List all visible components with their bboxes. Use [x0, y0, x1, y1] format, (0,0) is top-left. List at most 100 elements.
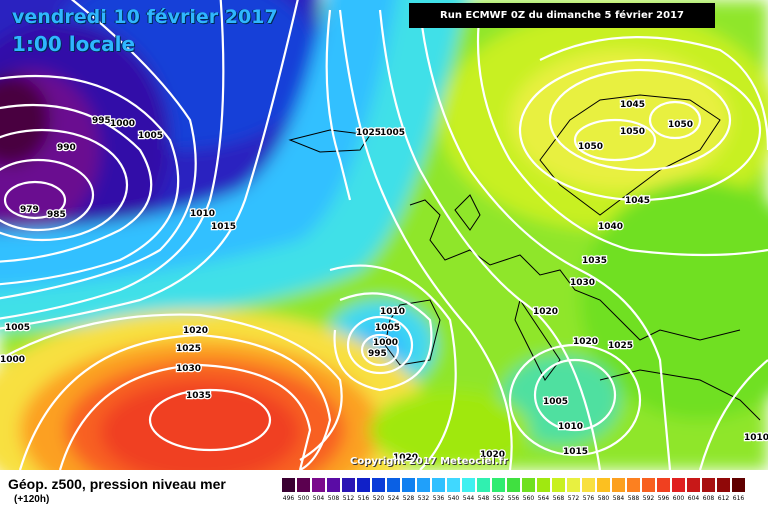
- isobar-label: 1020: [573, 337, 598, 347]
- isobar-label: 995: [92, 116, 111, 126]
- isobar-label: 1050: [620, 127, 645, 137]
- isobar-label: 1020: [183, 326, 208, 336]
- isobar-label: 1020: [480, 450, 505, 460]
- scale-label: 536: [432, 495, 445, 502]
- scale-label: 568: [552, 495, 565, 502]
- isobar-label: 1000: [110, 119, 135, 129]
- scale-swatch: [522, 478, 535, 492]
- isobar-label: 1045: [625, 196, 650, 206]
- coastlines: [288, 94, 761, 421]
- copyright-text: Copyright 2017 Meteociel.fr: [350, 456, 508, 467]
- isobar-label: 1030: [570, 278, 595, 288]
- scale-swatch: [447, 478, 460, 492]
- scale-label: 592: [642, 495, 655, 502]
- isobar-label: 1005: [5, 323, 30, 333]
- isobar-label: 1010: [190, 209, 215, 219]
- scale-swatch: [702, 478, 715, 492]
- scale-label: 540: [447, 495, 460, 502]
- scale-label: 500: [297, 495, 310, 502]
- scale-label: 496: [282, 495, 295, 502]
- scale-swatch: [432, 478, 445, 492]
- forecast-time: 1:00 locale: [12, 32, 136, 56]
- scale-swatch: [537, 478, 550, 492]
- isobar-label: 1040: [598, 222, 623, 232]
- scale-label: 580: [597, 495, 610, 502]
- scale-label: 532: [417, 495, 430, 502]
- scale-label: 504: [312, 495, 325, 502]
- scale-label: 508: [327, 495, 340, 502]
- scale-label: 556: [507, 495, 520, 502]
- scale-swatch: [507, 478, 520, 492]
- isobar-label: 1015: [211, 222, 236, 232]
- scale-swatch: [387, 478, 400, 492]
- scale-label: 616: [732, 495, 745, 502]
- scale-swatch: [372, 478, 385, 492]
- scale-swatch: [552, 478, 565, 492]
- isobar-label: 1000: [373, 338, 398, 348]
- isobar-label: 1025: [608, 341, 633, 351]
- isobar-label: 1020: [533, 307, 558, 317]
- scale-label: 520: [372, 495, 385, 502]
- model-run-label: Run ECMWF 0Z du dimanche 5 février 2017: [409, 3, 715, 28]
- scale-swatch: [612, 478, 625, 492]
- scale-swatch: [297, 478, 310, 492]
- scale-swatch: [567, 478, 580, 492]
- isobar-label: 1005: [380, 128, 405, 138]
- scale-swatch: [717, 478, 730, 492]
- scale-swatch: [282, 478, 295, 492]
- scale-swatch: [597, 478, 610, 492]
- scale-label: 608: [702, 495, 715, 502]
- scale-label: 564: [537, 495, 550, 502]
- forecast-map: 990 995 1000 1005 979 985 1005 1010 1015…: [0, 0, 768, 470]
- scale-label: 524: [387, 495, 400, 502]
- isobar-labels: 990 995 1000 1005 979 985 1005 1010 1015…: [0, 99, 768, 465]
- isobar-label: 1035: [582, 256, 607, 266]
- isobar-label: 979: [20, 205, 39, 215]
- isobar-label: 1010: [558, 422, 583, 432]
- scale-label: 612: [717, 495, 730, 502]
- isobar-label: 985: [47, 210, 66, 220]
- scale-swatch: [462, 478, 475, 492]
- scale-swatch: [357, 478, 370, 492]
- scale-label: 512: [342, 495, 355, 502]
- scale-swatch: [582, 478, 595, 492]
- scale-label: 560: [522, 495, 535, 502]
- scale-swatch: [417, 478, 430, 492]
- scale-label: 552: [492, 495, 505, 502]
- scale-swatch: [642, 478, 655, 492]
- scale-swatch: [657, 478, 670, 492]
- isobar-label: 1005: [543, 397, 568, 407]
- isobar-label: 1035: [186, 391, 211, 401]
- isobar-label: 1010: [744, 433, 768, 443]
- scale-swatch: [492, 478, 505, 492]
- scale-label: 596: [657, 495, 670, 502]
- isobar-label: 990: [57, 143, 76, 153]
- isobar-label: 1000: [0, 355, 25, 365]
- scale-swatch: [402, 478, 415, 492]
- scale-swatch: [732, 478, 745, 492]
- scale-label: 528: [402, 495, 415, 502]
- scale-label: 544: [462, 495, 475, 502]
- scale-label: 584: [612, 495, 625, 502]
- scale-label: 572: [567, 495, 580, 502]
- legend-subtitle: (+120h): [14, 494, 50, 505]
- scale-label: 516: [357, 495, 370, 502]
- scale-label: 604: [687, 495, 700, 502]
- scale-swatch: [687, 478, 700, 492]
- scale-swatch: [312, 478, 325, 492]
- isobar-label: 1050: [578, 142, 603, 152]
- isobar-label: 995: [368, 349, 387, 359]
- scale-swatch: [627, 478, 640, 492]
- scale-swatch: [327, 478, 340, 492]
- isobar-label: 1045: [620, 100, 645, 110]
- isobars: [0, 0, 768, 470]
- scale-swatch: [342, 478, 355, 492]
- isobar-label: 1015: [563, 447, 588, 457]
- isobar-label: 1025: [176, 344, 201, 354]
- isobar-label: 1050: [668, 120, 693, 130]
- isobar-label: 1005: [375, 323, 400, 333]
- isobar-label: 1025: [356, 128, 381, 138]
- scale-label: 600: [672, 495, 685, 502]
- isobar-label: 1005: [138, 131, 163, 141]
